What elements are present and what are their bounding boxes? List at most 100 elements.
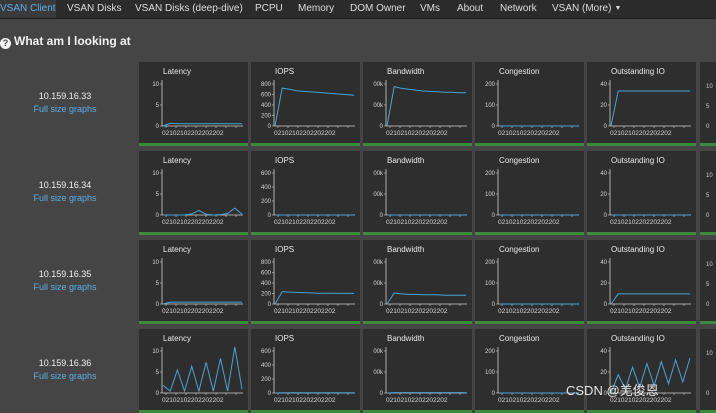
y-tick-label: 200 — [485, 82, 496, 88]
tab-dom-owner[interactable]: DOM Owner — [350, 0, 406, 18]
y-tick-label: 100 — [485, 370, 496, 376]
y-tick-label: 0 — [268, 124, 272, 130]
y-tick-label: 100 — [485, 192, 496, 198]
help-section-title[interactable]: ?What am I looking at — [0, 34, 131, 49]
y-tick-label: 0 — [156, 391, 160, 397]
y-tick-label: 5 — [706, 282, 709, 288]
x-tick-labels: 02102102202202202 — [274, 397, 336, 404]
tab-label: Memory — [298, 3, 334, 14]
tab-vms[interactable]: VMs — [420, 0, 440, 18]
y-tick-label: 200 — [261, 377, 272, 383]
tab-label: Network — [500, 3, 537, 14]
y-tick-label: 600 — [261, 171, 272, 177]
tab-vsan-disks-deep-dive[interactable]: VSAN Disks (deep-dive) — [135, 0, 243, 18]
x-tick-labels: 02102102202202202 — [386, 130, 448, 137]
y-tick-label: 00k — [373, 103, 384, 109]
x-tick-labels: 02102102202202202 — [498, 308, 560, 315]
y-tick-label: 0 — [492, 124, 496, 130]
y-tick-label: 0 — [268, 391, 272, 397]
host-ip-label: 10.159.16.35 — [0, 269, 130, 279]
y-tick-label: 00k — [373, 82, 384, 88]
full-size-graphs-link[interactable]: Full size graphs — [0, 371, 130, 381]
full-size-graphs-link[interactable]: Full size graphs — [0, 193, 130, 203]
series-line — [387, 293, 466, 304]
y-tick-label: 0 — [268, 213, 272, 219]
y-tick-label: 40 — [600, 82, 607, 88]
y-tick-label: 00k — [373, 370, 384, 376]
full-size-graphs-link[interactable]: Full size graphs — [0, 104, 130, 114]
y-tick-label: 10 — [152, 82, 159, 88]
y-tick-label: 200 — [261, 199, 272, 205]
full-size-graphs-link[interactable]: Full size graphs — [0, 282, 130, 292]
tab-vsan-disks[interactable]: VSAN Disks — [67, 0, 121, 18]
tab-about[interactable]: About — [457, 0, 483, 18]
tab-vsan-client[interactable]: VSAN Client — [0, 0, 56, 18]
tab-network[interactable]: Network — [500, 0, 537, 18]
y-tick-label: 10 — [152, 260, 159, 266]
y-tick-label: 00k — [373, 349, 384, 355]
watermark: CSDN @羌俊恩 — [566, 380, 659, 399]
y-tick-label: 5 — [156, 192, 160, 198]
tab-memory[interactable]: Memory — [298, 0, 334, 18]
y-tick-label: 10 — [706, 262, 713, 268]
tab-vsan-more[interactable]: VSAN (More)▼ — [552, 0, 621, 18]
tab-label: VSAN Client — [0, 3, 56, 14]
x-tick-labels: 02102102202202202 — [498, 219, 560, 226]
y-tick-label: 600 — [261, 349, 272, 355]
y-tick-label: 400 — [261, 363, 272, 369]
tab-pcpu[interactable]: PCPU — [255, 0, 283, 18]
y-tick-label: 200 — [261, 114, 272, 120]
x-tick-labels: 02102102202202202 — [610, 308, 672, 315]
series-line — [611, 294, 690, 304]
y-tick-label: 0 — [380, 391, 384, 397]
y-tick-label: 200 — [485, 260, 496, 266]
y-tick-label: 20 — [600, 281, 607, 287]
series-line — [163, 347, 242, 391]
y-tick-label: 400 — [261, 103, 272, 109]
y-tick-label: 10 — [706, 173, 713, 179]
tab-label: VSAN (More) — [552, 3, 611, 14]
y-tick-label: 10 — [152, 171, 159, 177]
top-nav-bar: VSAN Client VSAN Disks VSAN Disks (deep-… — [0, 0, 716, 19]
series-line — [387, 87, 466, 126]
y-tick-label: 10 — [706, 351, 713, 357]
y-tick-label: 0 — [380, 213, 384, 219]
host-ip-label: 10.159.16.34 — [0, 180, 130, 190]
series-line — [611, 91, 690, 126]
x-tick-labels: 02102102202202202 — [386, 397, 448, 404]
y-tick-label: 0 — [380, 302, 384, 308]
y-tick-label: 5 — [156, 281, 160, 287]
y-tick-label: 0 — [156, 213, 160, 219]
